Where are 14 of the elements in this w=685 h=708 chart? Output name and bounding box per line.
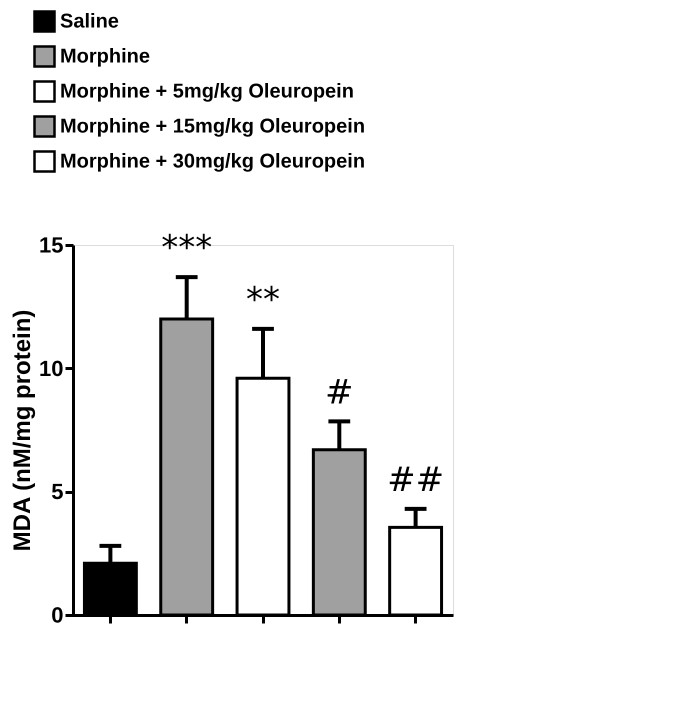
legend-label: Morphine + 15mg/kg Oleuropein (60, 116, 366, 138)
legend-label: Morphine + 30mg/kg Oleuropein (60, 150, 366, 172)
y-tick-label: 0 (51, 602, 64, 628)
y-axis-title: MDA (nM/mg protein) (9, 310, 36, 552)
legend-label: Morphine (60, 46, 150, 68)
legend-label: Saline (60, 10, 119, 32)
annotation: *** (161, 228, 212, 268)
annotation: ## (387, 460, 444, 500)
annotation: ** (246, 280, 280, 320)
y-tick-label: 15 (39, 232, 64, 258)
legend-label: Morphine + 5mg/kg Oleuropein (60, 80, 354, 102)
y-tick-label: 5 (51, 479, 64, 504)
y-tick-label: 10 (39, 356, 64, 381)
annotation: # (325, 372, 354, 412)
